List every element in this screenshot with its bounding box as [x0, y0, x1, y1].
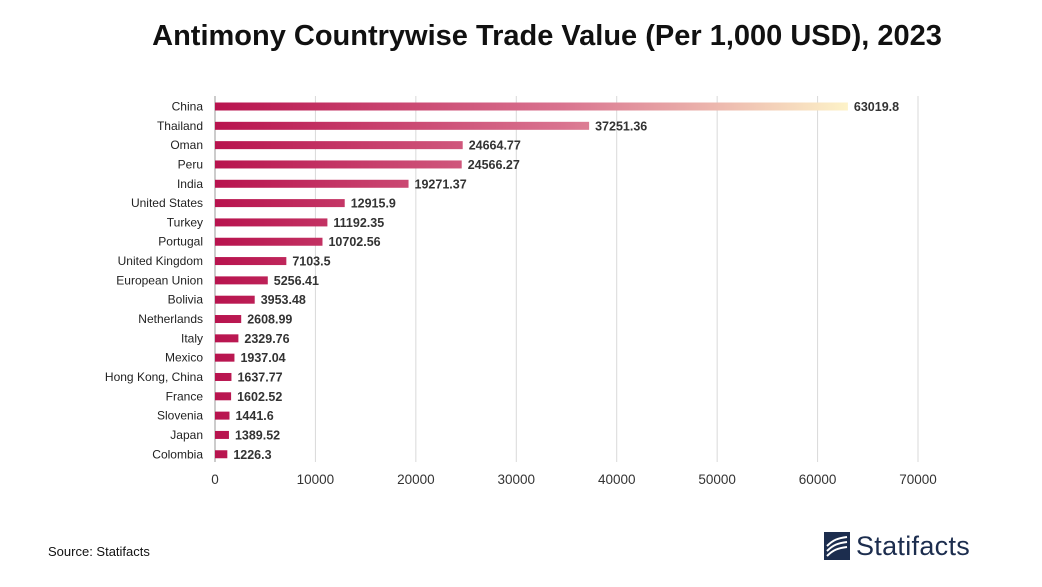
bar	[215, 372, 232, 381]
value-label: 3953.48	[261, 293, 306, 307]
value-label: 1441.6	[235, 409, 273, 423]
bar	[215, 353, 235, 362]
category-label: Hong Kong, China	[105, 370, 203, 384]
bar	[215, 237, 323, 246]
value-label: 1226.3	[233, 448, 271, 462]
category-label: Bolivia	[168, 293, 204, 307]
value-label: 1937.04	[240, 351, 285, 365]
bar	[215, 392, 232, 401]
value-label: 24664.77	[469, 139, 521, 153]
bar	[215, 160, 462, 169]
category-label: Netherlands	[138, 312, 203, 326]
chart-title: Antimony Countrywise Trade Value (Per 1,…	[152, 20, 942, 52]
bar	[215, 430, 229, 439]
value-label: 2329.76	[244, 332, 289, 346]
bar	[215, 295, 255, 304]
category-label: Peru	[178, 157, 203, 171]
value-label: 5256.41	[274, 274, 319, 288]
gridlines	[214, 96, 919, 462]
bar	[215, 179, 409, 188]
category-label: Oman	[170, 138, 203, 152]
x-tick-label: 30000	[498, 472, 536, 487]
brand-logo: Statifacts	[824, 529, 970, 563]
brand-name: Statifacts	[856, 530, 971, 561]
x-tick-label: 10000	[297, 472, 335, 487]
value-label: 2608.99	[247, 313, 292, 327]
category-label: Portugal	[158, 235, 203, 249]
bar	[215, 141, 463, 150]
category-label: Thailand	[157, 119, 203, 133]
x-tick-label: 50000	[698, 472, 736, 487]
x-tick-label: 40000	[598, 472, 636, 487]
category-label: United States	[131, 196, 203, 210]
x-tick-label: 0	[211, 472, 219, 487]
x-tick-label: 20000	[397, 472, 435, 487]
category-label: Colombia	[152, 447, 203, 461]
bar	[215, 257, 287, 266]
value-label: 1602.52	[237, 390, 282, 404]
value-label: 19271.37	[415, 177, 467, 191]
category-label: United Kingdom	[118, 254, 203, 268]
source-note: Source: Statifacts	[48, 544, 150, 559]
category-label: Mexico	[165, 351, 203, 365]
bar	[215, 121, 590, 130]
value-label: 37251.36	[595, 119, 647, 133]
bar	[215, 199, 345, 208]
category-label: Italy	[181, 331, 203, 345]
bar	[215, 334, 239, 343]
category-label: India	[177, 177, 203, 191]
bar	[215, 450, 228, 459]
x-tick-label: 60000	[799, 472, 837, 487]
category-label: Slovenia	[157, 409, 203, 423]
bar	[215, 411, 230, 420]
category-label: China	[172, 100, 204, 114]
bar	[215, 102, 848, 111]
x-tick-label: 70000	[899, 472, 937, 487]
statifacts-logo-icon	[824, 532, 850, 560]
category-label: European Union	[116, 273, 203, 287]
bars	[215, 102, 848, 459]
category-label: Japan	[170, 428, 203, 442]
bar-chart: China Thailand Oman Peru India United States T…	[105, 96, 937, 487]
x-axis-ticks: 0 10000 20000 30000 40000 50000 60000 70000	[211, 472, 937, 487]
category-label: France	[166, 389, 204, 403]
value-label: 1389.52	[235, 428, 280, 442]
bar	[215, 218, 328, 227]
value-label: 11192.35	[333, 216, 384, 230]
value-label: 10702.56	[328, 235, 380, 249]
category-labels: China Thailand Oman Peru India United States T…	[105, 100, 203, 462]
value-label: 12915.9	[351, 197, 396, 211]
bar	[215, 276, 268, 285]
bar	[215, 315, 242, 324]
value-label: 63019.8	[854, 100, 899, 114]
category-label: Turkey	[167, 215, 203, 229]
value-label: 1637.77	[237, 370, 282, 384]
value-label: 7103.5	[292, 255, 330, 269]
value-label: 24566.27	[468, 158, 520, 172]
